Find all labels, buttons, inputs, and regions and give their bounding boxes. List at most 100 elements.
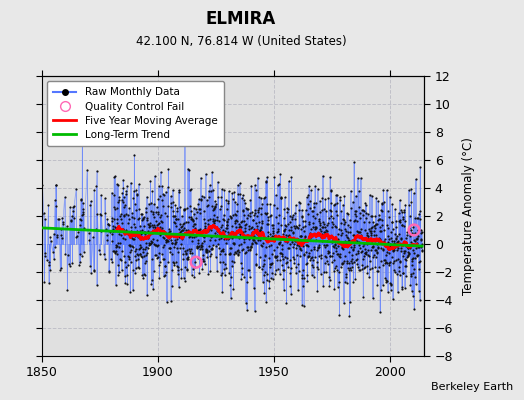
Point — [351, 237, 359, 243]
Point — [201, 228, 209, 235]
Point — [219, 227, 227, 234]
Point — [339, 216, 347, 222]
Point — [73, 233, 82, 239]
Point — [410, 215, 419, 221]
Point — [336, 250, 344, 257]
Point — [316, 234, 325, 240]
Point — [216, 203, 225, 210]
Point — [408, 288, 416, 294]
Point — [411, 230, 419, 236]
Point — [163, 213, 171, 220]
Point — [369, 295, 377, 302]
Point — [133, 230, 141, 236]
Point — [325, 283, 334, 289]
Point — [375, 264, 383, 271]
Point — [270, 233, 278, 239]
Point — [376, 216, 384, 222]
Point — [374, 198, 382, 204]
Point — [198, 243, 206, 249]
Point — [96, 210, 105, 217]
Point — [317, 252, 325, 258]
Point — [188, 272, 196, 278]
Point — [190, 274, 199, 280]
Point — [413, 227, 422, 234]
Point — [276, 171, 285, 178]
Point — [45, 280, 53, 286]
Point — [159, 243, 167, 250]
Point — [132, 256, 140, 263]
Point — [342, 228, 351, 234]
Point — [104, 221, 113, 228]
Point — [189, 222, 197, 229]
Point — [235, 235, 244, 241]
Point — [215, 218, 223, 224]
Point — [285, 178, 293, 184]
Point — [399, 270, 408, 276]
Point — [280, 267, 289, 273]
Point — [260, 290, 269, 296]
Point — [179, 221, 188, 228]
Point — [331, 242, 339, 248]
Point — [188, 250, 196, 257]
Point — [290, 237, 299, 244]
Point — [300, 251, 308, 258]
Point — [137, 244, 146, 250]
Point — [225, 230, 234, 237]
Point — [342, 274, 350, 280]
Point — [261, 194, 269, 200]
Point — [199, 252, 207, 258]
Point — [337, 261, 346, 268]
Point — [341, 238, 349, 244]
Point — [336, 254, 345, 260]
Point — [277, 195, 286, 202]
Point — [369, 219, 377, 226]
Point — [259, 263, 268, 269]
Point — [53, 232, 62, 238]
Point — [386, 259, 395, 266]
Point — [224, 197, 233, 204]
Point — [213, 232, 221, 238]
Point — [308, 264, 316, 270]
Point — [363, 232, 372, 238]
Point — [235, 180, 244, 186]
Point — [165, 230, 173, 237]
Point — [203, 197, 211, 203]
Point — [76, 222, 84, 229]
Point — [265, 237, 273, 244]
Point — [257, 266, 266, 272]
Point — [221, 235, 230, 241]
Point — [41, 250, 50, 257]
Point — [254, 174, 262, 181]
Point — [297, 233, 305, 240]
Point — [195, 210, 204, 216]
Point — [364, 252, 372, 258]
Point — [268, 260, 276, 266]
Point — [263, 277, 271, 283]
Point — [245, 236, 253, 242]
Point — [255, 228, 264, 234]
Point — [362, 210, 370, 216]
Point — [188, 234, 196, 240]
Point — [163, 184, 172, 190]
Point — [382, 279, 390, 286]
Point — [258, 278, 267, 285]
Point — [177, 240, 185, 247]
Point — [387, 281, 395, 288]
Point — [190, 205, 198, 211]
Point — [251, 207, 259, 213]
Point — [301, 223, 309, 229]
Point — [123, 230, 131, 236]
Point — [129, 267, 137, 274]
Point — [155, 183, 163, 190]
Point — [269, 222, 278, 228]
Point — [161, 229, 169, 235]
Point — [104, 221, 112, 228]
Point — [307, 226, 315, 232]
Point — [119, 184, 127, 191]
Point — [235, 224, 243, 230]
Point — [250, 212, 258, 218]
Point — [178, 227, 186, 234]
Point — [239, 212, 248, 218]
Point — [275, 212, 283, 218]
Point — [356, 245, 364, 251]
